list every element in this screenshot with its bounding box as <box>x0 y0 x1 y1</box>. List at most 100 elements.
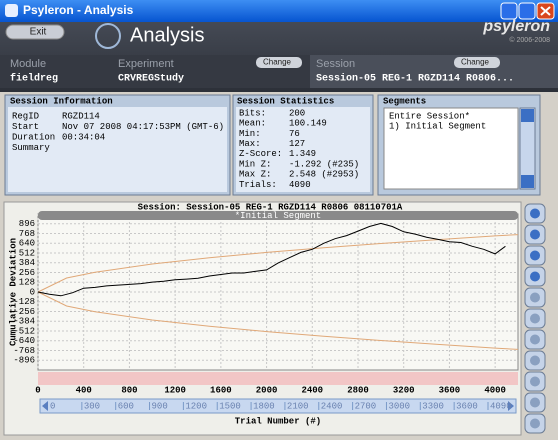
trial-band <box>38 372 518 385</box>
y-tick-label: 384 <box>19 258 35 268</box>
session-label: Session <box>316 58 355 70</box>
y-tick-label: 768 <box>19 229 35 239</box>
segment-label: *Initial Segment <box>235 211 321 221</box>
stat-value: 100.149 <box>289 119 327 129</box>
y-tick-label: 640 <box>19 239 35 249</box>
stat-label: Bits: <box>239 108 266 118</box>
data-line <box>37 222 506 297</box>
tool-icon <box>530 229 540 240</box>
app-icon <box>5 4 18 17</box>
tool-icon <box>530 397 540 408</box>
change-label: Change <box>263 58 292 67</box>
scroll-label: 0 <box>50 401 55 411</box>
info-label: Summary <box>12 143 50 153</box>
panel-title: Session Statistics <box>237 96 334 106</box>
scroll-up[interactable] <box>521 109 534 122</box>
x-tick-label: 3200 <box>393 385 415 395</box>
scroll-label: 3300 <box>422 401 444 411</box>
change-button[interactable] <box>256 57 302 68</box>
module-label: Module <box>10 58 46 70</box>
x-tick-label: 0 <box>35 385 40 395</box>
y-tick-label: -896 <box>13 356 35 366</box>
scroll-label: 2400 <box>321 401 343 411</box>
segment-item[interactable]: 1) Initial Segment <box>389 121 486 131</box>
copyright: © 2006-2008 <box>509 36 550 44</box>
x-tick-label: 3600 <box>439 385 461 395</box>
tool-icon <box>530 376 540 387</box>
x-tick-label: 400 <box>76 385 92 395</box>
experiment-label: Experiment <box>118 58 174 70</box>
exit-button[interactable] <box>5 24 65 40</box>
experiment-value: CRVREGStudy <box>118 73 184 85</box>
chart-title: Session: Session-05 REG-1 RGZD114 R0806 … <box>138 202 403 212</box>
window-title: Psyleron - Analysis <box>23 3 134 17</box>
x-tick-label: 800 <box>121 385 137 395</box>
header-title: Analysis <box>130 24 204 46</box>
x-tick-label: 1600 <box>210 385 232 395</box>
y-tick-label: 256 <box>19 268 35 278</box>
scrollbar[interactable] <box>519 107 536 190</box>
stat-label: Max: <box>239 139 261 149</box>
data-line <box>37 234 519 293</box>
change-label: Change <box>461 58 490 67</box>
tool-icon <box>530 334 540 345</box>
scroll-down[interactable] <box>521 175 534 188</box>
stat-label: Max Z: <box>239 170 271 180</box>
segment-item[interactable]: Entire Session* <box>389 111 470 121</box>
scroll-label: 300 <box>84 401 100 411</box>
trial-scrollbar[interactable] <box>39 398 517 414</box>
close-icon <box>540 6 551 16</box>
info-label: Start <box>12 122 39 132</box>
stat-value: 200 <box>289 108 305 118</box>
info-label: RegID <box>12 111 39 121</box>
panel-body <box>8 107 227 192</box>
stat-value: 4090 <box>289 180 311 190</box>
stat-value: 2.548 (#2953) <box>289 170 359 180</box>
maximize-button[interactable] <box>518 2 536 20</box>
session-value: Session-05 REG-1 RGZD114 R0806... <box>316 73 514 85</box>
panel-body <box>236 107 370 192</box>
x-tick-label: 4000 <box>484 385 506 395</box>
scroll-label: 900 <box>152 401 168 411</box>
minimize-button[interactable] <box>500 2 518 20</box>
scroll-label: 1800 <box>253 401 275 411</box>
stat-label: Trials: <box>239 180 277 190</box>
info-value: Nov 07 2008 04:17:53PM (GMT-6) <box>62 122 224 132</box>
y-tick-label: -640 <box>13 336 35 346</box>
change-button[interactable] <box>454 57 500 68</box>
tool-icon <box>530 250 540 261</box>
y-tick-label: 512 <box>19 248 35 258</box>
x-tick-label: 2000 <box>256 385 278 395</box>
y-tick-label: 896 <box>19 219 35 229</box>
stat-value: 1.349 <box>289 149 316 159</box>
analysis-icon <box>95 23 121 49</box>
y-tick-label: 128 <box>19 278 35 288</box>
stat-label: Min: <box>239 129 261 139</box>
tool-icon <box>530 292 540 303</box>
x-axis-title: Trial Number (#) <box>235 416 321 426</box>
y-axis-title: Cumulative Deviation <box>8 238 18 346</box>
data-line <box>37 291 519 350</box>
y-tick-label: -384 <box>13 317 35 327</box>
stat-value: 76 <box>289 129 300 139</box>
session-row <box>310 55 558 88</box>
y-tick-label: -512 <box>13 326 35 336</box>
y-tick-label: -256 <box>13 307 35 317</box>
tool-icon <box>530 418 540 429</box>
panel-title: Session Information <box>10 96 113 106</box>
tool-icon <box>530 271 540 282</box>
module-value: fieldreg <box>10 73 58 85</box>
stat-value: -1.292 (#235) <box>289 159 359 169</box>
tool-icon <box>530 313 540 324</box>
stat-label: Min Z: <box>239 159 271 169</box>
tool-icon <box>530 355 540 366</box>
stat-value: 127 <box>289 139 305 149</box>
info-value: RGZD114 <box>62 111 100 121</box>
toolbar <box>524 203 546 434</box>
scroll-label: 3600 <box>456 401 478 411</box>
tool-icon <box>530 208 540 219</box>
segment-list[interactable] <box>383 107 519 190</box>
stat-label: Z-Score: <box>239 149 282 159</box>
exit-label: Exit <box>30 27 47 38</box>
brand: psyleron <box>482 18 550 35</box>
